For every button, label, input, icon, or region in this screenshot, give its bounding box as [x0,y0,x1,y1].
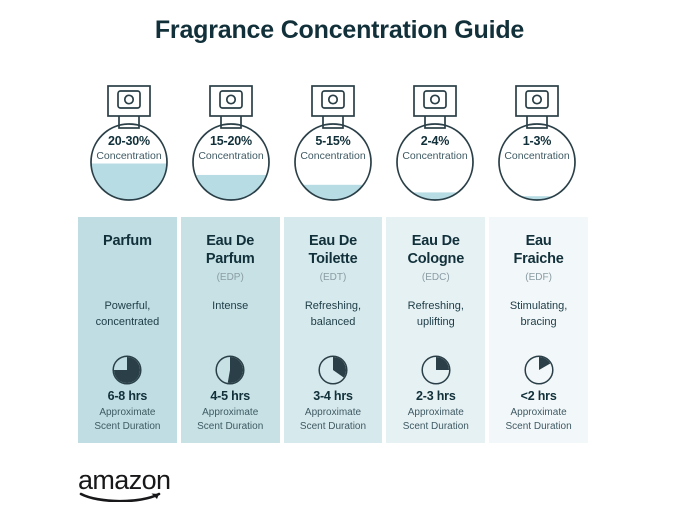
fragrance-description-line2: bracing [520,315,557,328]
fragrance-card[interactable]: Eau De Cologne (EDC) Refreshing, uplifting 2-… [386,217,486,443]
page-title: Fragrance Concentration Guide [154,16,525,44]
fragrance-abbreviation: (EDP) [216,271,244,283]
scent-duration-value: 2-3 hrs [415,389,456,403]
concentration-percent: 15-20% [210,134,252,148]
fragrance-card-row: Parfum Powerful, concentrated 6-8 hrs Approx… [78,217,588,443]
scent-duration-caption: Approximate Scent Duration [78,406,177,434]
amazon-wordmark-logo: amazon [78,465,176,507]
bottle-cell: 5-15% Concentration [282,78,384,206]
scent-duration-caption: Approximate Scent Duration [489,406,588,434]
clock-pie-icon [421,355,451,385]
fragrance-name: Eau Fraiche [489,233,588,269]
fragrance-abbreviation [78,254,177,266]
fragrance-name-line1: Parfum [103,233,152,249]
perfume-bottle-icon [396,85,474,201]
scent-duration-caption-line2: Scent Duration [197,421,264,432]
fragrance-name-line1: Eau De [206,233,255,249]
fragrance-description: Intense [181,299,280,315]
fragrance-abbreviation: (EDC) [421,271,450,283]
scent-duration-caption: Approximate Scent Duration [386,406,485,434]
concentration-label: Concentration [300,150,366,162]
fragrance-description: Stimulating, bracing [489,299,588,331]
fragrance-name-line1: Eau [525,233,552,249]
clock-pie-icon [524,355,554,385]
scent-duration-caption-line2: Scent Duration [402,421,469,432]
fragrance-abbreviation: (EDT) [319,271,347,283]
svg-text:amazon: amazon [78,466,170,495]
fragrance-name-line2: Fraiche [513,250,564,267]
scent-duration-caption-line1: Approximate [99,407,156,418]
fragrance-description-line1: Intense [212,300,249,312]
clock-icon-wrap [318,355,348,390]
scent-duration-caption-line1: Approximate [510,407,567,418]
concentration-percent: 20-30% [108,134,150,148]
fragrance-card[interactable]: Eau De Toilette (EDT) Refreshing, balanced 3-… [283,217,383,443]
concentration-label: Concentration [96,150,162,162]
clock-pie-icon [112,355,142,385]
concentration-label: Concentration [402,150,468,162]
fragrance-description-line2: balanced [310,315,356,328]
scent-duration-caption-line1: Approximate [407,407,464,418]
scent-duration-value: <2 hrs [520,389,557,403]
fragrance-card[interactable]: Eau De Parfum (EDP) Intense 4-5 hrs Approxima… [180,217,280,443]
fragrance-name: Parfum [78,233,177,251]
scent-duration-value: 3-4 hrs [313,389,353,403]
concentration-percent: 2-4% [420,134,450,148]
fragrance-card[interactable]: Parfum Powerful, concentrated 6-8 hrs Approx… [78,217,177,443]
scent-duration-caption: Approximate Scent Duration [284,406,383,434]
scent-duration-caption: Approximate Scent Duration [181,406,280,434]
fragrance-name-line2: Toilette [308,250,358,267]
fragrance-name-line2: Parfum [205,250,255,267]
concentration-label: Concentration [198,150,264,162]
clock-pie-icon [215,355,245,385]
scent-duration-caption-line2: Scent Duration [299,421,367,432]
fragrance-name-line1: Eau De [411,233,460,249]
fragrance-description: Powerful, concentrated [78,299,177,331]
fragrance-name-line2: Cologne [407,250,465,267]
fragrance-description-line1: Refreshing, [407,300,464,312]
perfume-bottle-icon [498,85,576,201]
concentration-percent: 1-3% [522,134,552,148]
scent-duration-value: 6-8 hrs [107,389,148,403]
fragrance-name: Eau De Parfum [181,233,280,269]
scent-duration-caption-line2: Scent Duration [505,421,572,432]
perfume-bottle-icon [294,85,372,201]
fragrance-description-line1: Powerful, [104,300,151,312]
perfume-bottle-icon [192,85,270,201]
clock-icon-wrap [421,355,451,390]
bottle-row: 20-30% Concentration 15-20% Concentration 5-… [78,78,588,206]
scent-duration-caption-line1: Approximate [202,407,259,418]
fragrance-description-line1: Stimulating, [509,300,568,312]
bottle-cell: 1-3% Concentration [486,78,588,206]
scent-duration-caption-line2: Scent Duration [94,421,161,432]
fragrance-name: Eau De Toilette [284,233,383,269]
fragrance-description-line1: Refreshing, [304,300,362,312]
clock-icon-wrap [112,355,142,390]
fragrance-description-line2: uplifting [416,315,455,328]
clock-pie-icon [318,355,348,385]
clock-icon-wrap [524,355,554,390]
fragrance-card[interactable]: Eau Fraiche (EDF) Stimulating, bracing <2 hrs… [489,217,588,443]
fragrance-name-line1: Eau De [309,233,357,249]
fragrance-description-line2: concentrated [95,315,160,328]
fragrance-name: Eau De Cologne [386,233,485,269]
scent-duration-value: 4-5 hrs [210,389,250,403]
clock-icon-wrap [215,355,245,390]
bottle-cell: 15-20% Concentration [180,78,282,206]
fragrance-description: Refreshing, uplifting [386,299,485,331]
bottle-cell: 2-4% Concentration [384,78,486,206]
bottle-cell: 20-30% Concentration [78,78,180,206]
perfume-bottle-icon [90,85,168,201]
fragrance-abbreviation: (EDF) [525,271,552,283]
concentration-label: Concentration [504,150,570,162]
fragrance-description: Refreshing, balanced [284,299,383,331]
scent-duration-caption-line1: Approximate [304,407,362,418]
concentration-percent: 5-15% [315,134,351,148]
